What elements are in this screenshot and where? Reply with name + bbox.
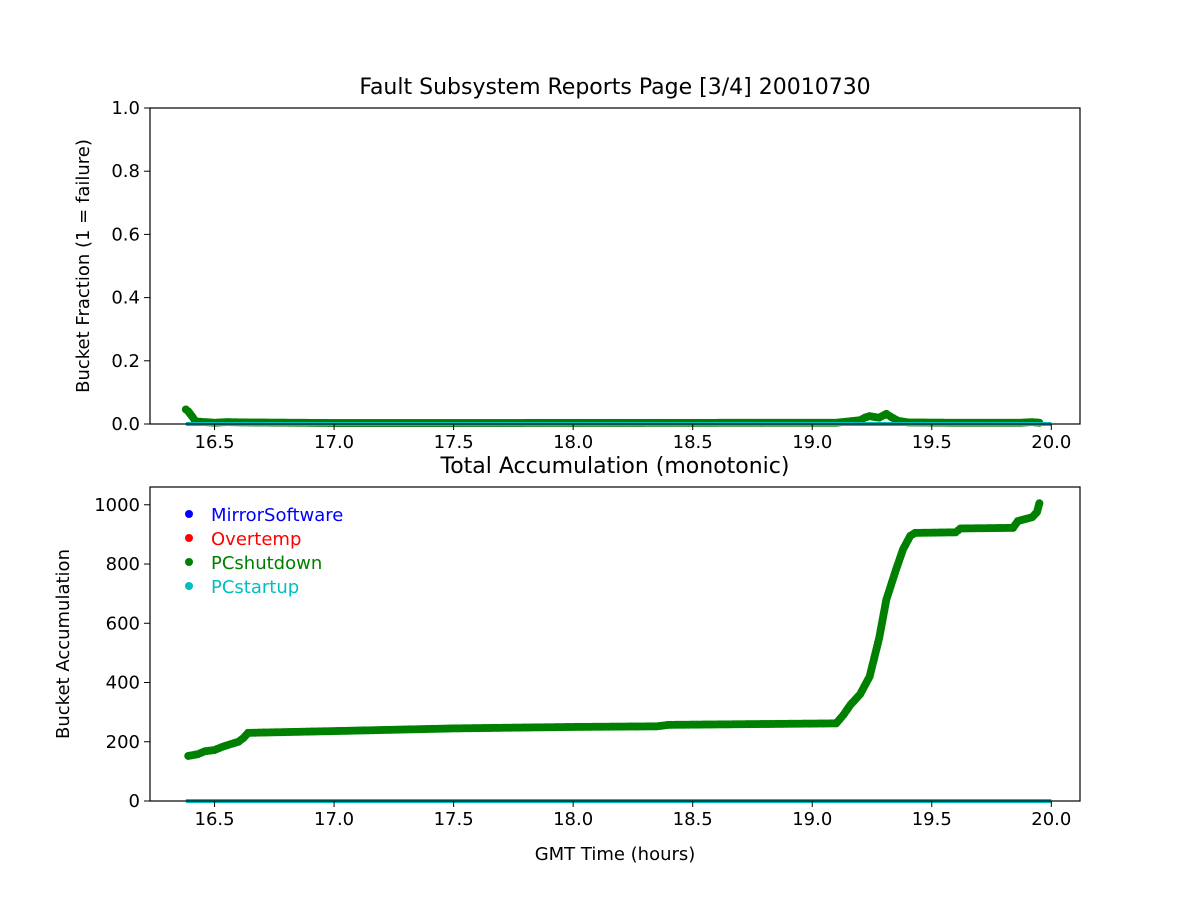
x-tick-label: 20.0 [1031,432,1071,453]
x-tick-label: 20.0 [1031,809,1071,830]
legend-label: Overtemp [211,529,301,550]
legend-label: PCshutdown [211,553,322,574]
bottom-axis-ticks: 16.5 17.0 17.5 18.0 18.5 19.0 19.5 20.0 0 200 400 6… [94,495,1071,830]
y-tick-label: 1.0 [111,98,140,119]
y-tick-label: 600 [106,613,140,634]
x-tick-label: 18.0 [553,809,593,830]
x-tick-label: 16.5 [195,432,235,453]
bottom-plot-marks [184,499,1052,803]
x-tick-label: 17.5 [434,432,474,453]
y-tick-label: 200 [106,732,140,753]
top-plot-frame [149,107,1081,425]
x-tick-label: 16.5 [195,809,235,830]
x-tick-label: 18.5 [673,809,713,830]
top-y-axis-label: Bucket Fraction (1 = failure) [73,139,94,393]
data-point [1035,499,1044,508]
x-tick-label: 19.5 [912,432,952,453]
bottom-y-axis-label: Bucket Accumulation [53,549,74,739]
legend-marker [185,510,193,518]
x-tick-label: 19.5 [912,809,952,830]
y-tick-label: 1000 [94,495,140,516]
y-tick-label: 0.4 [111,288,140,309]
bottom-panel: Total Accumulation (monotonic) Bucket Ac… [53,454,1081,865]
y-tick-label: 0.6 [111,224,140,245]
series-pcshutdown-points [184,499,1044,760]
x-tick-label: 19.0 [792,432,832,453]
x-tick-label: 17.0 [314,432,354,453]
y-tick-label: 0.2 [111,351,140,372]
y-tick-label: 400 [106,673,140,694]
legend-label: MirrorSoftware [211,505,343,526]
x-tick-label: 19.0 [792,809,832,830]
x-tick-label: 18.0 [553,432,593,453]
legend-marker [185,558,193,566]
bottom-x-axis-label: GMT Time (hours) [535,844,696,865]
legend-marker [185,582,193,590]
y-tick-label: 0.8 [111,161,140,182]
bottom-chart-title: Total Accumulation (monotonic) [440,454,790,479]
x-tick-label: 18.5 [673,432,713,453]
x-tick-label: 17.5 [434,809,474,830]
top-chart-title: Fault Subsystem Reports Page [3/4] 20010… [359,75,870,100]
y-tick-label: 800 [106,554,140,575]
legend: MirrorSoftware Overtemp PCshutdown PCstartu… [185,505,343,598]
legend-marker [185,534,193,542]
y-tick-label: 0 [129,791,140,812]
top-panel: Fault Subsystem Reports Page [3/4] 20010… [73,75,1081,453]
top-axis-ticks: 16.5 17.0 17.5 18.0 18.5 19.0 19.5 20.0 0.0 0.2 0.… [111,98,1071,453]
bottom-plot-frame [149,486,1081,802]
legend-label: PCstartup [211,577,299,598]
x-tick-label: 17.0 [314,809,354,830]
y-tick-label: 0.0 [111,414,140,435]
